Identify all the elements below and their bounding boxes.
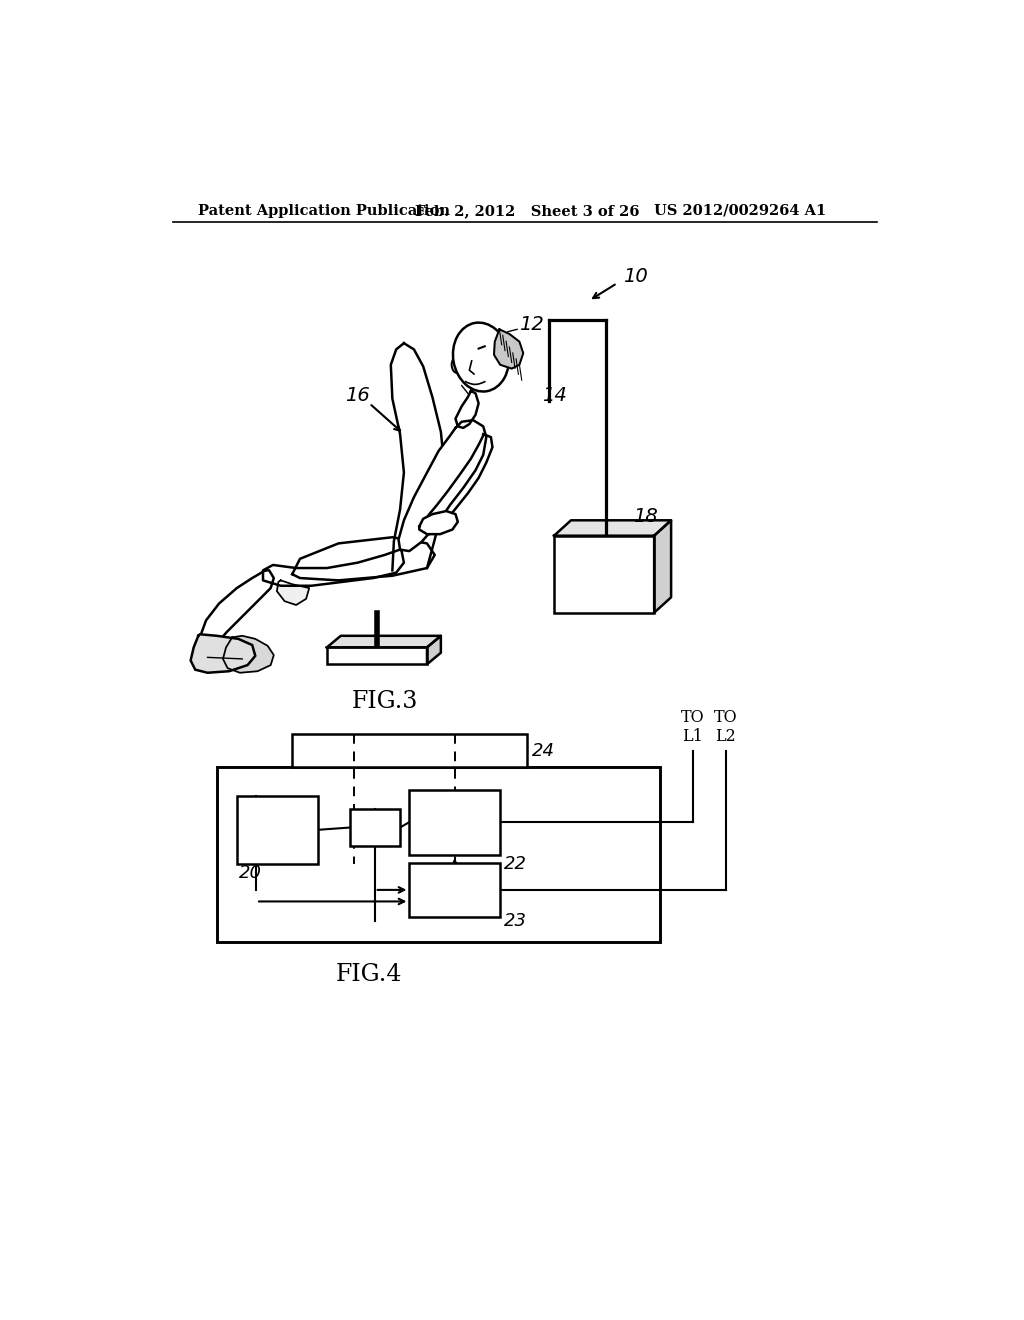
- Text: 12: 12: [519, 315, 544, 334]
- Polygon shape: [276, 581, 309, 605]
- Polygon shape: [327, 636, 441, 647]
- Text: FIG.3: FIG.3: [351, 690, 418, 713]
- Polygon shape: [292, 537, 435, 581]
- Text: TO
L1: TO L1: [681, 709, 705, 744]
- Polygon shape: [654, 520, 671, 612]
- Text: 16: 16: [345, 385, 370, 405]
- Polygon shape: [423, 434, 493, 535]
- Text: 22: 22: [504, 855, 527, 874]
- Text: Patent Application Publication: Patent Application Publication: [199, 203, 451, 218]
- Text: TO
L2: TO L2: [714, 709, 737, 744]
- Polygon shape: [391, 343, 444, 570]
- Polygon shape: [554, 520, 671, 536]
- Text: 14: 14: [543, 385, 567, 405]
- Polygon shape: [456, 391, 478, 428]
- Bar: [217, 767, 659, 942]
- Text: 20: 20: [240, 865, 262, 882]
- Text: 23: 23: [504, 912, 527, 929]
- Polygon shape: [200, 570, 273, 647]
- Bar: [554, 536, 654, 612]
- Bar: [410, 789, 500, 855]
- Bar: [237, 796, 317, 863]
- Bar: [410, 863, 500, 917]
- Bar: [327, 647, 427, 664]
- Polygon shape: [190, 635, 255, 673]
- Text: FIG.4: FIG.4: [336, 964, 402, 986]
- Text: 18: 18: [633, 507, 657, 525]
- Text: 24: 24: [531, 742, 555, 759]
- Polygon shape: [398, 420, 486, 552]
- Bar: [292, 734, 527, 767]
- Polygon shape: [427, 636, 441, 664]
- Text: 10: 10: [624, 268, 648, 286]
- Text: 18: 18: [461, 870, 484, 887]
- Text: Feb. 2, 2012   Sheet 3 of 26: Feb. 2, 2012 Sheet 3 of 26: [416, 203, 640, 218]
- Ellipse shape: [452, 356, 464, 374]
- Ellipse shape: [453, 322, 509, 392]
- Polygon shape: [223, 636, 273, 673]
- Polygon shape: [494, 330, 523, 368]
- Polygon shape: [263, 549, 403, 586]
- Polygon shape: [419, 511, 458, 535]
- Bar: [350, 809, 400, 846]
- Text: US 2012/0029264 A1: US 2012/0029264 A1: [654, 203, 826, 218]
